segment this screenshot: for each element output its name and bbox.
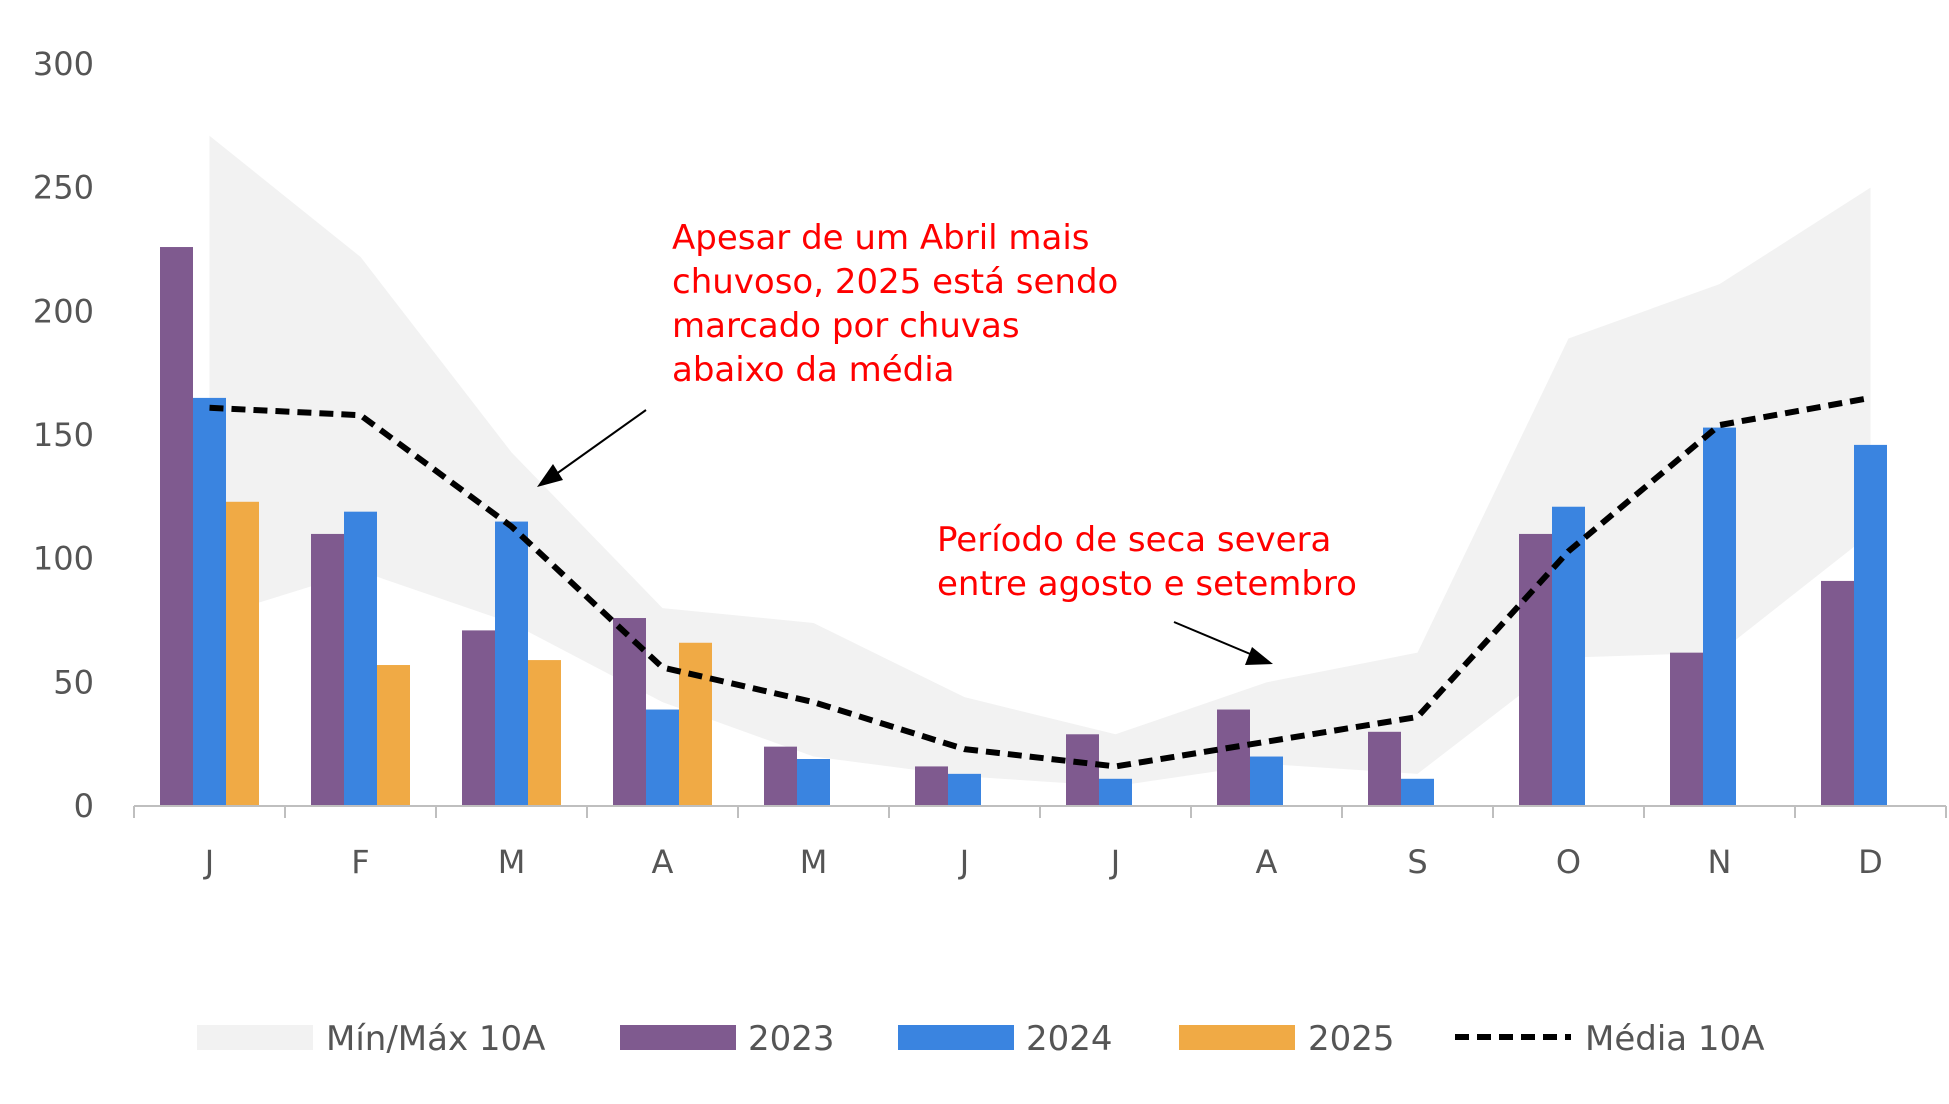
annotation-drought: Período de seca severa entre agosto e se…	[937, 520, 1357, 665]
annotation-april-line-2: chuvoso, 2025 está sendo	[672, 262, 1118, 302]
x-tick-label: O	[1556, 843, 1581, 881]
bar-2023-5	[915, 766, 948, 806]
bar-2024-1	[344, 511, 377, 806]
x-tick-label: J	[958, 843, 969, 881]
x-tick-label: N	[1708, 843, 1732, 881]
bar-2024-6	[1099, 778, 1132, 806]
bar-2024-5	[948, 773, 981, 806]
bar-2023-6	[1066, 734, 1099, 806]
legend-label-2023: 2023	[748, 1019, 835, 1059]
y-tick-label: 0	[74, 787, 94, 825]
bar-2023-7	[1217, 709, 1250, 806]
annotation-drought-line-1: Período de seca severa	[937, 520, 1331, 560]
bars-layer	[160, 247, 1887, 806]
bar-2023-0	[160, 247, 193, 806]
x-tick-label: M	[498, 843, 526, 881]
annotation-april-line-3: marcado por chuvas	[672, 306, 1020, 346]
x-tick-label: F	[351, 843, 369, 881]
legend-swatch-2024	[898, 1025, 1014, 1050]
bar-2024-0	[193, 397, 226, 806]
y-tick-label: 100	[33, 540, 94, 578]
bar-2023-2	[462, 630, 495, 806]
legend-swatch-2025	[1179, 1025, 1295, 1050]
y-tick-label: 300	[33, 45, 94, 83]
x-tick-label: J	[203, 843, 214, 881]
legend-label-band: Mín/Máx 10A	[326, 1019, 545, 1059]
x-tick-label: M	[800, 843, 828, 881]
annotation-drought-line-2: entre agosto e setembro	[937, 564, 1357, 604]
bar-2023-11	[1821, 580, 1854, 806]
annotation-drought-arrow-head	[1245, 647, 1273, 665]
y-tick-label: 200	[33, 292, 94, 330]
bar-2025-0	[226, 501, 259, 806]
annotations-layer: Apesar de um Abril mais chuvoso, 2025 es…	[537, 218, 1357, 665]
annotation-april-arrow-line	[551, 409, 647, 478]
bar-2024-10	[1703, 427, 1736, 806]
y-tick-label: 50	[53, 663, 94, 701]
annotation-april-line-4: abaixo da média	[672, 350, 955, 390]
bar-2024-7	[1250, 756, 1283, 806]
bar-2025-2	[528, 660, 561, 806]
legend-label-average: Média 10A	[1585, 1019, 1764, 1059]
bar-2023-8	[1368, 731, 1401, 806]
x-tick-label: D	[1858, 843, 1883, 881]
annotation-april-line-1: Apesar de um Abril mais	[672, 218, 1090, 258]
x-tick-label: A	[652, 843, 674, 881]
x-tick-label: S	[1407, 843, 1427, 881]
annotation-april-arrow-head	[537, 464, 563, 487]
average-line	[209, 394, 1872, 770]
bar-2025-1	[377, 665, 410, 806]
axis-layer: 0 50 100 150 200 250 300 J F M A M J J A S O N D	[33, 45, 1947, 881]
x-tick-label: J	[1109, 843, 1120, 881]
annotation-april: Apesar de um Abril mais chuvoso, 2025 es…	[537, 218, 1118, 487]
legend: Mín/Máx 10A 2023 2024 2025 Média 10A	[197, 1019, 1764, 1059]
legend-label-2024: 2024	[1026, 1019, 1113, 1059]
bar-2024-3	[646, 709, 679, 806]
bar-2024-11	[1854, 444, 1887, 806]
y-tick-label: 250	[33, 169, 94, 207]
x-tick-label: A	[1256, 843, 1278, 881]
average-line-layer	[209, 394, 1872, 770]
bar-2024-2	[495, 521, 528, 806]
bar-2024-9	[1552, 506, 1585, 806]
bar-2025-3	[679, 642, 712, 806]
annotation-drought-arrow-line	[1173, 621, 1256, 657]
bar-2023-1	[311, 533, 344, 806]
bar-2024-4	[797, 759, 830, 806]
legend-label-2025: 2025	[1308, 1019, 1395, 1059]
legend-swatch-band	[197, 1025, 313, 1050]
bar-2023-4	[764, 746, 797, 806]
y-tick-label: 150	[33, 416, 94, 454]
bar-2023-10	[1670, 652, 1703, 806]
bar-2024-8	[1401, 778, 1434, 806]
legend-swatch-2023	[620, 1025, 736, 1050]
